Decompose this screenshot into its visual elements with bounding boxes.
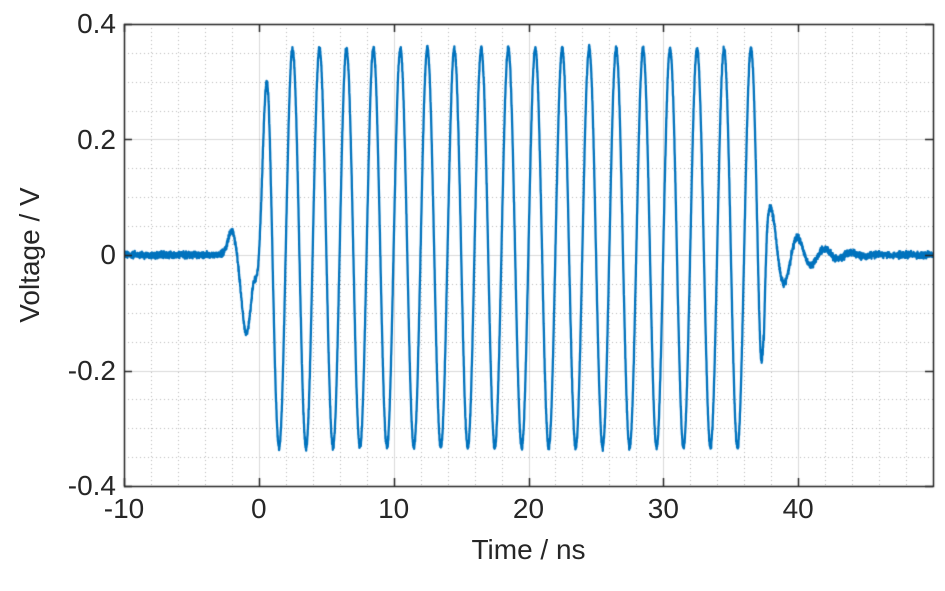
y-tick-label--0.2: -0.2	[67, 354, 116, 386]
x-tick-label-10: 10	[378, 493, 410, 524]
y-tick-label-0: 0	[100, 239, 116, 270]
y-tick-label-0.4: 0.4	[77, 8, 116, 39]
x-tick-label--10: -10	[103, 493, 145, 524]
x-tick-label-0: 0	[251, 493, 267, 524]
x-tick-label-30: 30	[647, 493, 679, 524]
y-tick-label-0.2: 0.2	[77, 123, 116, 155]
x-axis-title: Time / ns	[471, 534, 586, 565]
x-tick-label-20: 20	[512, 493, 545, 524]
y-axis-title: Voltage / V	[14, 187, 45, 323]
x-tick-label-40: 40	[782, 493, 814, 524]
y-tick-label--0.4: -0.4	[67, 470, 116, 501]
